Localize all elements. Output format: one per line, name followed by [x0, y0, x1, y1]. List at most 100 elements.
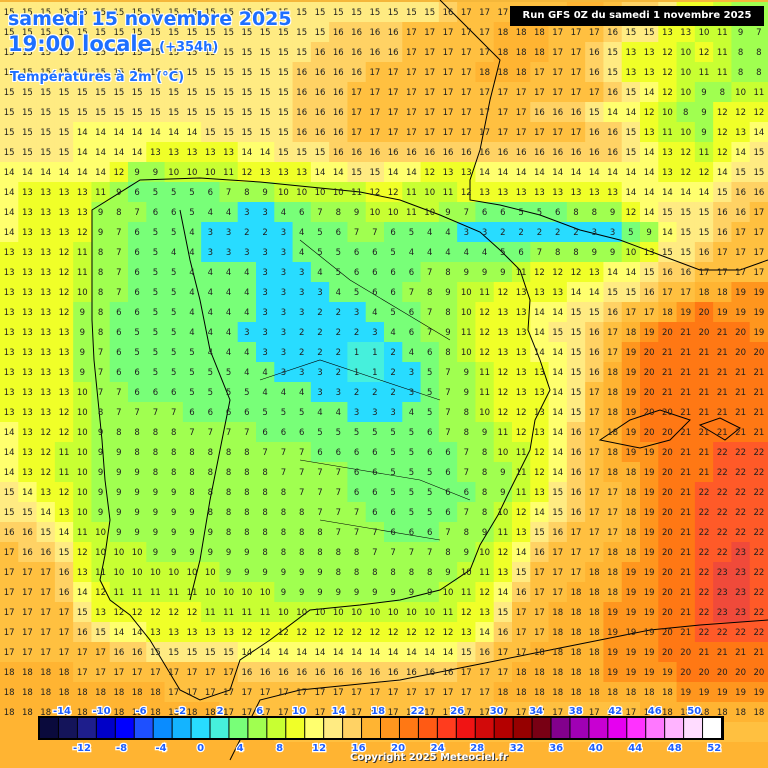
- temperature-value: 4: [189, 248, 194, 258]
- temperature-cell: [585, 342, 605, 363]
- temperature-cell: [658, 382, 678, 403]
- temperature-value: 13: [516, 288, 527, 298]
- temperature-cell: [0, 702, 19, 723]
- temperature-value: 2: [317, 348, 322, 358]
- temperature-cell: [365, 682, 385, 703]
- temperature-cell: [274, 342, 294, 363]
- temperature-value: 19: [680, 688, 691, 698]
- temperature-cell: [384, 762, 403, 768]
- temperature-cell: [347, 142, 367, 163]
- temperature-cell: [621, 102, 641, 123]
- temperature-cell: [512, 622, 531, 643]
- temperature-value: 17: [753, 208, 764, 218]
- temperature-value: 14: [552, 428, 563, 438]
- temperature-cell: [274, 42, 294, 63]
- temperature-value: 15: [40, 108, 51, 118]
- temperature-value: 16: [333, 28, 344, 38]
- temperature-value: 15: [589, 308, 600, 318]
- temperature-value: 7: [354, 508, 359, 518]
- temperature-value: 7: [464, 448, 469, 458]
- temperature-value: 17: [40, 608, 51, 618]
- temperature-cell: [530, 322, 550, 343]
- temperature-cell: [365, 82, 385, 103]
- temperature-value: 8: [390, 568, 395, 578]
- temperature-cell: [18, 102, 38, 123]
- temperature-cell: [256, 442, 275, 463]
- temperature-cell: [329, 22, 349, 43]
- temperature-cell: [274, 242, 294, 263]
- temperature-cell: [566, 62, 586, 83]
- temperature-cell: [310, 162, 330, 183]
- temperature-cell: [128, 342, 147, 363]
- temperature-cell: [749, 282, 768, 303]
- temperature-value: 15: [132, 8, 143, 18]
- temperature-cell: [292, 422, 312, 443]
- temperature-value: 14: [296, 648, 307, 658]
- temperature-cell: [128, 642, 147, 663]
- temperature-cell: [713, 342, 733, 363]
- temperature-cell: [292, 242, 312, 263]
- temperature-cell: [310, 422, 330, 443]
- temperature-value: 15: [571, 328, 582, 338]
- temperature-value: 5: [390, 488, 395, 498]
- temperature-value: 20: [662, 328, 673, 338]
- temperature-cell: [694, 442, 714, 463]
- temperature-cell: [384, 362, 403, 383]
- temperature-value: 15: [388, 8, 399, 18]
- temperature-value: 9: [281, 588, 286, 598]
- temperature-value: 16: [388, 48, 399, 58]
- temperature-value: 19: [607, 668, 618, 678]
- temperature-value: 15: [223, 88, 234, 98]
- temperature-cell: [292, 282, 312, 303]
- temperature-cell: [91, 262, 111, 283]
- temperature-cell: [512, 382, 531, 403]
- temperature-cell: [713, 242, 733, 263]
- temperature-value: 12: [150, 608, 161, 618]
- temperature-value: 15: [95, 28, 106, 38]
- legend-swatch: [646, 718, 665, 738]
- temperature-value: 8: [354, 548, 359, 558]
- temperature-cell: [365, 402, 385, 423]
- temperature-value: 12: [461, 188, 472, 198]
- temperature-value: 17: [59, 608, 70, 618]
- temperature-value: 13: [59, 208, 70, 218]
- temperature-cell: [530, 402, 550, 423]
- temperature-cell: [493, 502, 513, 523]
- temperature-value: 19: [644, 508, 655, 518]
- temperature-cell: [658, 142, 678, 163]
- temperature-cell: [109, 442, 129, 463]
- temperature-cell: [219, 142, 239, 163]
- temperature-value: 18: [607, 388, 618, 398]
- temperature-value: 16: [443, 148, 454, 158]
- temperature-cell: [640, 622, 659, 643]
- temperature-value: 11: [132, 588, 143, 598]
- temperature-cell: [694, 202, 714, 223]
- temperature-value: 16: [534, 148, 545, 158]
- temperature-cell: [329, 2, 349, 23]
- france-coastline: [439, 0, 768, 271]
- temperature-cell: [146, 322, 166, 343]
- temperature-value: 3: [372, 328, 377, 338]
- temperature-cell: [365, 742, 385, 763]
- temperature-cell: [676, 222, 696, 243]
- temperature-cell: [274, 102, 294, 123]
- temperature-value: 6: [134, 388, 139, 398]
- temperature-cell: [164, 262, 184, 283]
- temperature-cell: [731, 222, 751, 243]
- temperature-cell: [274, 402, 294, 423]
- temperature-value: 13: [22, 408, 33, 418]
- temperature-value: 15: [662, 248, 673, 258]
- temperature-value: 12: [296, 628, 307, 638]
- temperature-value: 15: [699, 228, 710, 238]
- temperature-cell: [91, 442, 111, 463]
- temperature-cell: [237, 682, 257, 703]
- temperature-value: 9: [445, 328, 450, 338]
- temperature-value: 4: [317, 268, 322, 278]
- temperature-value: 14: [333, 168, 344, 178]
- temperature-value: 11: [479, 288, 490, 298]
- temperature-cell: [530, 762, 550, 768]
- temperature-cell: [18, 302, 38, 323]
- temperature-cell: [164, 602, 184, 623]
- temperature-cell: [182, 522, 202, 543]
- temperature-cell: [54, 742, 74, 763]
